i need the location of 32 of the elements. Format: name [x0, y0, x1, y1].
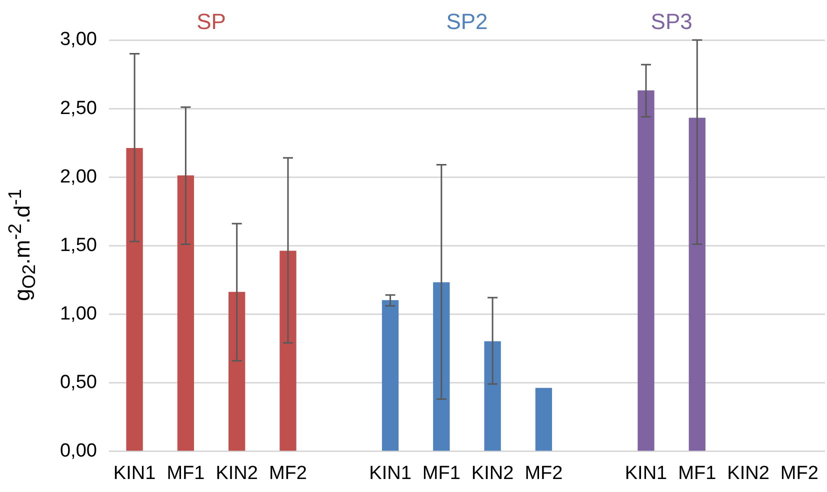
text: SP — [196, 9, 226, 34]
y-tick-label: 0,00 — [60, 440, 97, 462]
bar — [433, 282, 450, 451]
x-tick-label: MF1 — [166, 462, 205, 484]
y-tick-label: 0,50 — [60, 372, 97, 393]
y-tick-label: 1,00 — [60, 303, 97, 324]
x-tick-label: KIN1 — [624, 462, 668, 484]
bar — [280, 250, 296, 451]
x-tick-label: KIN2 — [216, 462, 258, 484]
bar — [177, 175, 194, 451]
x-tick-label: MF2 — [780, 462, 818, 484]
x-tick-label: KIN1 — [113, 462, 156, 484]
y-tick-label: 2,00 — [60, 166, 97, 188]
bar — [535, 388, 552, 451]
bar — [638, 90, 654, 451]
y-tick-label: 2,50 — [60, 98, 97, 119]
text: SP3 — [650, 9, 692, 34]
y-tick-label: 1,50 — [60, 234, 97, 256]
text: SP2 — [446, 9, 488, 34]
x-tick-label: MF1 — [422, 462, 460, 484]
bar — [228, 292, 246, 451]
x-tick-label: KIN2 — [727, 462, 770, 484]
bar — [484, 341, 501, 451]
x-tick-label: MF1 — [678, 462, 716, 484]
y-tick-label: 3,00 — [60, 29, 97, 50]
x-tick-label: MF2 — [268, 462, 307, 484]
bar — [688, 118, 706, 451]
x-tick-label: MF2 — [524, 462, 563, 484]
x-tick-label: KIN1 — [369, 462, 412, 484]
x-tick-label: KIN2 — [471, 462, 514, 484]
bar — [126, 148, 143, 451]
bar — [382, 300, 399, 451]
